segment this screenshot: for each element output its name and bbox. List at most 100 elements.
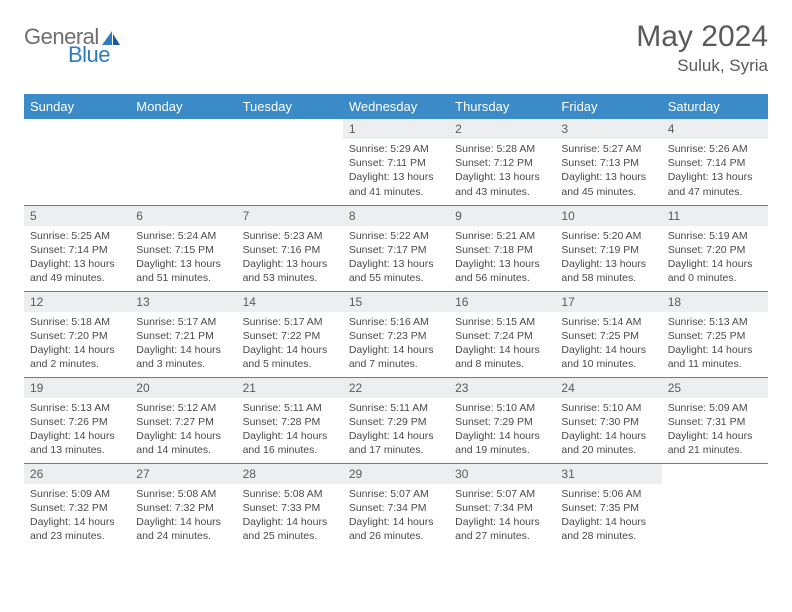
day-details: Sunrise: 5:11 AMSunset: 7:28 PMDaylight:… [237,398,343,462]
detail-line-dl1: Daylight: 14 hours [136,515,230,529]
detail-line-ss: Sunset: 7:12 PM [455,156,549,170]
calendar-cell: 16Sunrise: 5:15 AMSunset: 7:24 PMDayligh… [449,291,555,377]
detail-line-sr: Sunrise: 5:13 AM [668,315,762,329]
calendar-cell: 9Sunrise: 5:21 AMSunset: 7:18 PMDaylight… [449,205,555,291]
detail-line-ss: Sunset: 7:20 PM [30,329,124,343]
detail-line-dl2: and 8 minutes. [455,357,549,371]
day-details: Sunrise: 5:29 AMSunset: 7:11 PMDaylight:… [343,139,449,203]
detail-line-dl2: and 16 minutes. [243,443,337,457]
day-number: 25 [662,378,768,398]
day-number: 15 [343,292,449,312]
detail-line-dl1: Daylight: 13 hours [30,257,124,271]
day-details: Sunrise: 5:15 AMSunset: 7:24 PMDaylight:… [449,312,555,376]
calendar-cell: 14Sunrise: 5:17 AMSunset: 7:22 PMDayligh… [237,291,343,377]
day-details: Sunrise: 5:17 AMSunset: 7:22 PMDaylight:… [237,312,343,376]
day-details: Sunrise: 5:22 AMSunset: 7:17 PMDaylight:… [343,226,449,290]
detail-line-dl2: and 56 minutes. [455,271,549,285]
detail-line-dl1: Daylight: 13 hours [561,170,655,184]
detail-line-sr: Sunrise: 5:08 AM [136,487,230,501]
weekday-header: Wednesday [343,94,449,119]
detail-line-dl1: Daylight: 14 hours [30,343,124,357]
detail-line-ss: Sunset: 7:26 PM [30,415,124,429]
day-details: Sunrise: 5:28 AMSunset: 7:12 PMDaylight:… [449,139,555,203]
day-details: Sunrise: 5:07 AMSunset: 7:34 PMDaylight:… [449,484,555,548]
day-number: 24 [555,378,661,398]
detail-line-dl1: Daylight: 14 hours [243,429,337,443]
detail-line-dl1: Daylight: 14 hours [455,343,549,357]
calendar-head: SundayMondayTuesdayWednesdayThursdayFrid… [24,94,768,119]
day-details: Sunrise: 5:09 AMSunset: 7:32 PMDaylight:… [24,484,130,548]
day-number: 21 [237,378,343,398]
calendar-cell: 22Sunrise: 5:11 AMSunset: 7:29 PMDayligh… [343,377,449,463]
detail-line-ss: Sunset: 7:29 PM [455,415,549,429]
day-details: Sunrise: 5:24 AMSunset: 7:15 PMDaylight:… [130,226,236,290]
day-number: 9 [449,206,555,226]
day-details: Sunrise: 5:06 AMSunset: 7:35 PMDaylight:… [555,484,661,548]
detail-line-sr: Sunrise: 5:28 AM [455,142,549,156]
detail-line-ss: Sunset: 7:33 PM [243,501,337,515]
detail-line-dl1: Daylight: 14 hours [561,343,655,357]
day-details: Sunrise: 5:09 AMSunset: 7:31 PMDaylight:… [662,398,768,462]
detail-line-dl1: Daylight: 13 hours [668,170,762,184]
detail-line-sr: Sunrise: 5:11 AM [243,401,337,415]
detail-line-ss: Sunset: 7:18 PM [455,243,549,257]
location: Suluk, Syria [636,56,768,76]
detail-line-dl1: Daylight: 14 hours [136,343,230,357]
detail-line-dl2: and 7 minutes. [349,357,443,371]
detail-line-ss: Sunset: 7:34 PM [455,501,549,515]
detail-line-ss: Sunset: 7:22 PM [243,329,337,343]
day-number: 1 [343,119,449,139]
detail-line-ss: Sunset: 7:20 PM [668,243,762,257]
day-number: 29 [343,464,449,484]
detail-line-ss: Sunset: 7:34 PM [349,501,443,515]
detail-line-sr: Sunrise: 5:25 AM [30,229,124,243]
calendar-cell: 4Sunrise: 5:26 AMSunset: 7:14 PMDaylight… [662,119,768,205]
sail-icon [101,30,121,50]
day-details: Sunrise: 5:25 AMSunset: 7:14 PMDaylight:… [24,226,130,290]
calendar-cell: 20Sunrise: 5:12 AMSunset: 7:27 PMDayligh… [130,377,236,463]
detail-line-dl2: and 3 minutes. [136,357,230,371]
calendar-cell: 30Sunrise: 5:07 AMSunset: 7:34 PMDayligh… [449,463,555,549]
detail-line-dl2: and 53 minutes. [243,271,337,285]
detail-line-sr: Sunrise: 5:22 AM [349,229,443,243]
day-details: Sunrise: 5:17 AMSunset: 7:21 PMDaylight:… [130,312,236,376]
detail-line-dl2: and 10 minutes. [561,357,655,371]
detail-line-ss: Sunset: 7:35 PM [561,501,655,515]
day-number: 7 [237,206,343,226]
day-number: 30 [449,464,555,484]
detail-line-dl1: Daylight: 13 hours [455,257,549,271]
detail-line-ss: Sunset: 7:14 PM [668,156,762,170]
calendar-cell: 11Sunrise: 5:19 AMSunset: 7:20 PMDayligh… [662,205,768,291]
detail-line-dl2: and 58 minutes. [561,271,655,285]
detail-line-dl1: Daylight: 14 hours [349,515,443,529]
detail-line-dl2: and 0 minutes. [668,271,762,285]
detail-line-dl1: Daylight: 14 hours [30,515,124,529]
day-details: Sunrise: 5:18 AMSunset: 7:20 PMDaylight:… [24,312,130,376]
detail-line-dl1: Daylight: 14 hours [349,343,443,357]
calendar-row: 1Sunrise: 5:29 AMSunset: 7:11 PMDaylight… [24,119,768,205]
day-details: Sunrise: 5:08 AMSunset: 7:33 PMDaylight:… [237,484,343,548]
detail-line-sr: Sunrise: 5:23 AM [243,229,337,243]
day-details: Sunrise: 5:07 AMSunset: 7:34 PMDaylight:… [343,484,449,548]
detail-line-dl2: and 17 minutes. [349,443,443,457]
detail-line-dl2: and 19 minutes. [455,443,549,457]
detail-line-dl2: and 13 minutes. [30,443,124,457]
detail-line-dl1: Daylight: 14 hours [668,343,762,357]
day-details: Sunrise: 5:21 AMSunset: 7:18 PMDaylight:… [449,226,555,290]
detail-line-dl2: and 24 minutes. [136,529,230,543]
detail-line-dl2: and 23 minutes. [30,529,124,543]
weekday-header: Tuesday [237,94,343,119]
detail-line-ss: Sunset: 7:27 PM [136,415,230,429]
day-number: 31 [555,464,661,484]
detail-line-sr: Sunrise: 5:16 AM [349,315,443,329]
detail-line-ss: Sunset: 7:17 PM [349,243,443,257]
detail-line-dl2: and 20 minutes. [561,443,655,457]
calendar-cell: 10Sunrise: 5:20 AMSunset: 7:19 PMDayligh… [555,205,661,291]
detail-line-dl1: Daylight: 14 hours [455,515,549,529]
detail-line-ss: Sunset: 7:11 PM [349,156,443,170]
detail-line-dl1: Daylight: 14 hours [561,429,655,443]
detail-line-ss: Sunset: 7:24 PM [455,329,549,343]
calendar-cell-empty [130,119,236,205]
calendar-cell: 27Sunrise: 5:08 AMSunset: 7:32 PMDayligh… [130,463,236,549]
day-number: 6 [130,206,236,226]
